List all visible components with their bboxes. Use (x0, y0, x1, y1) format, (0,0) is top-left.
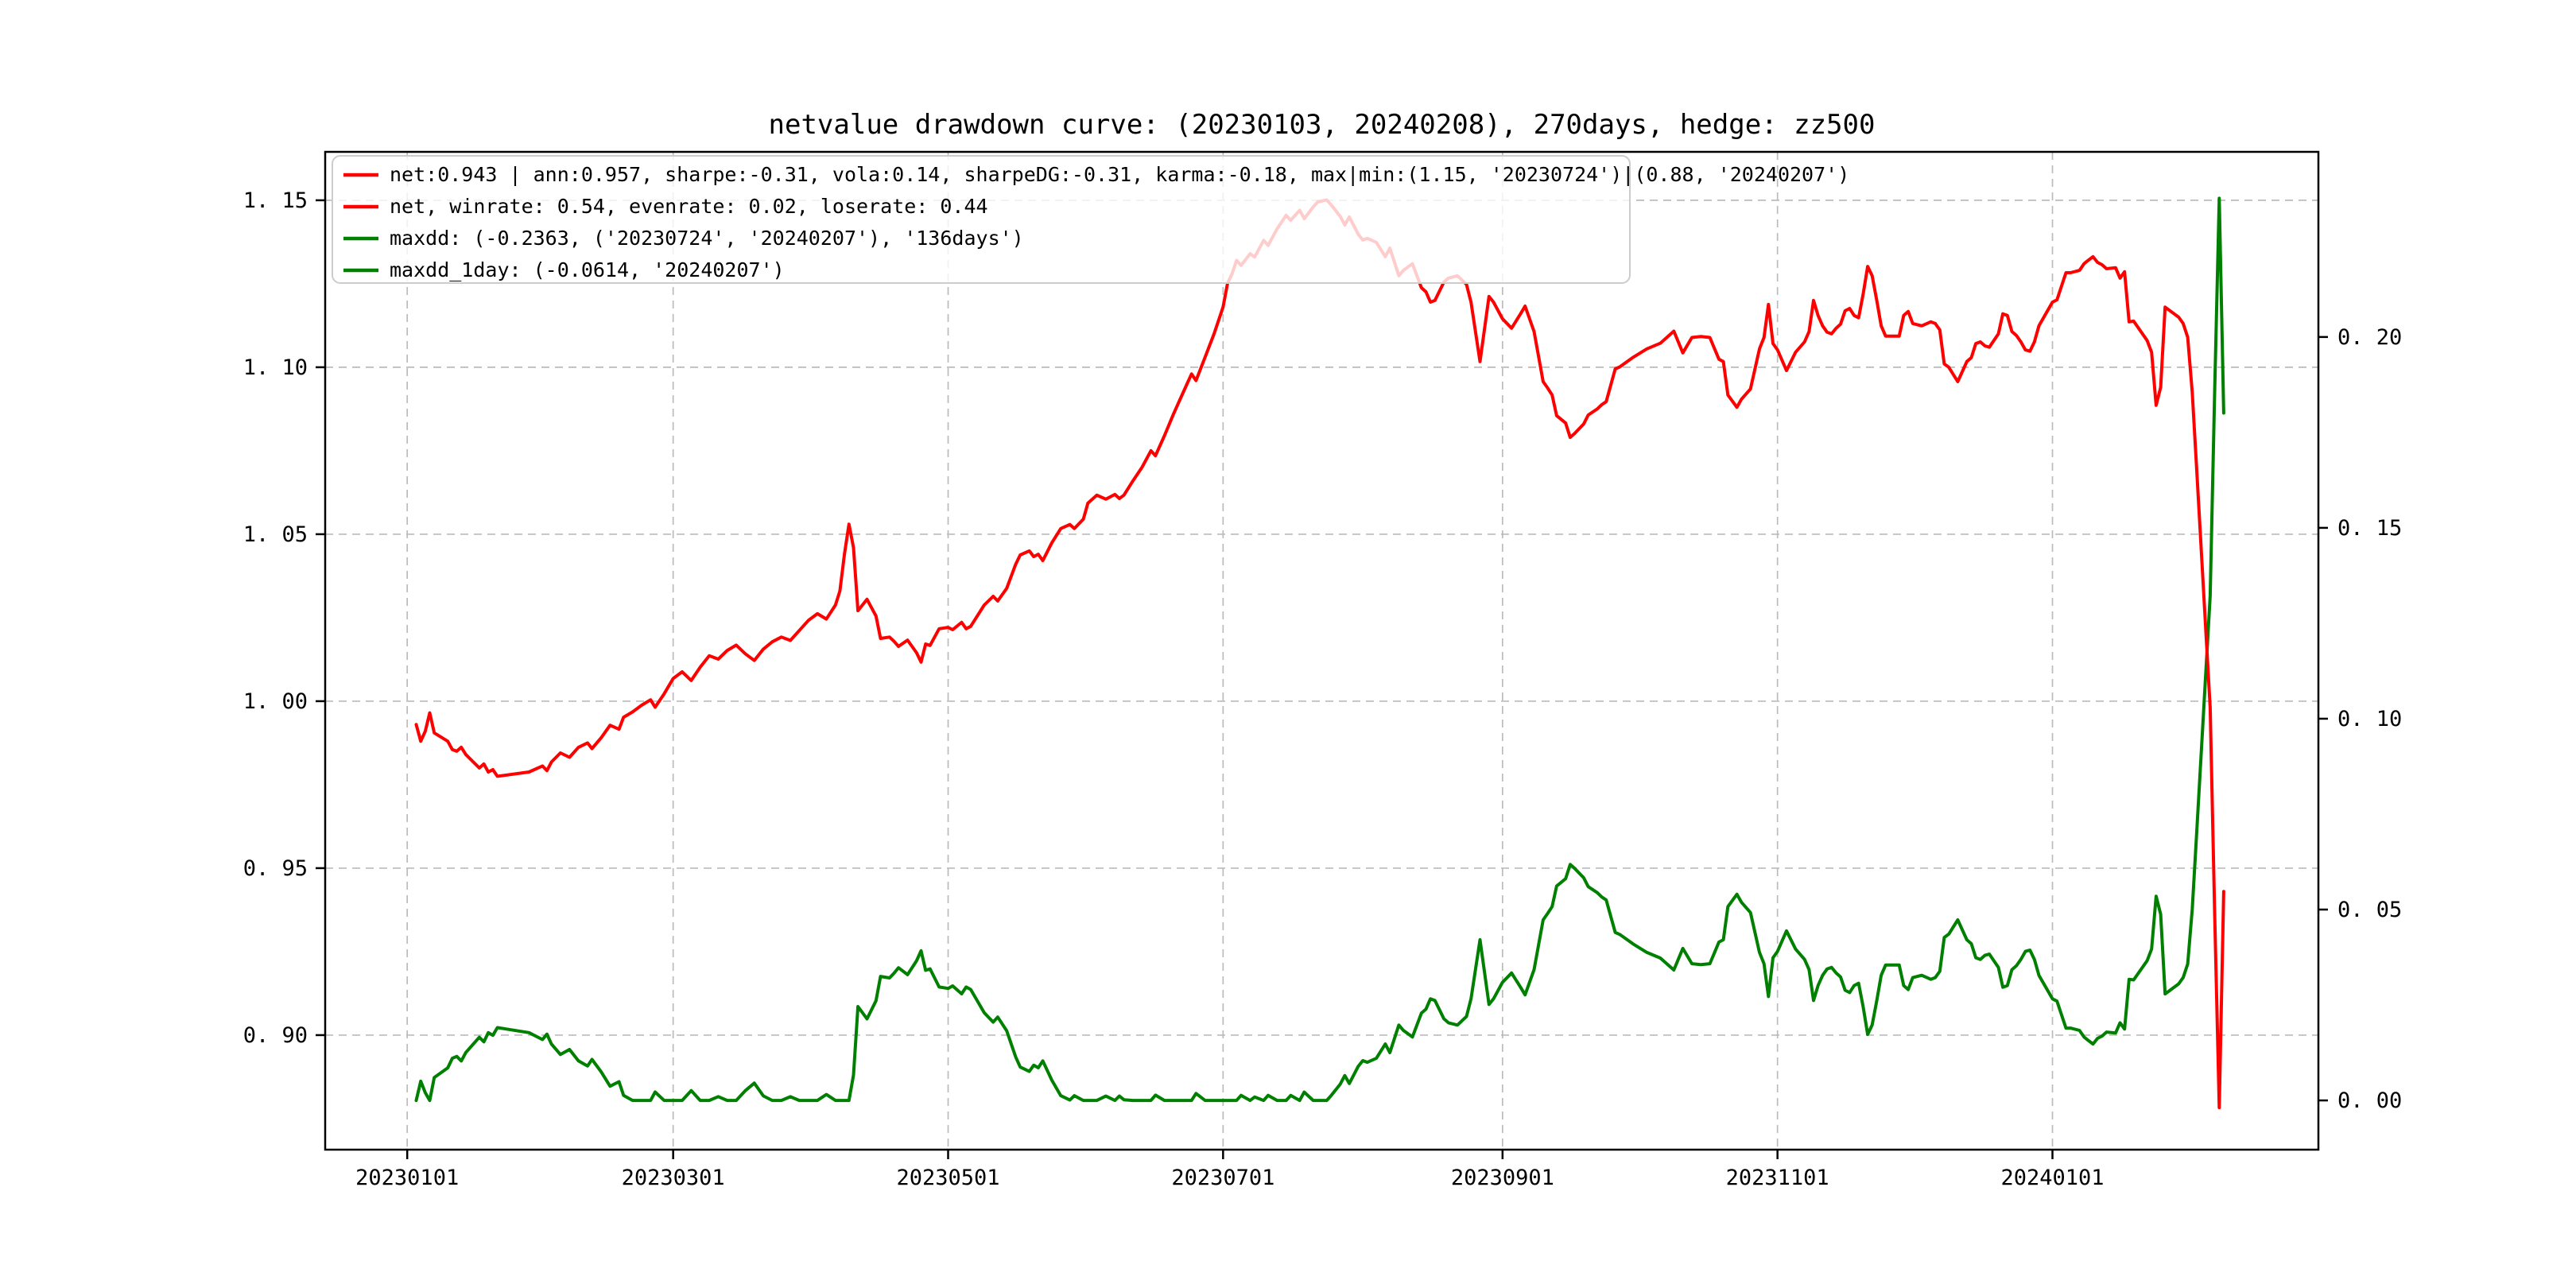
left-tick-label: 0. 90 (243, 1023, 308, 1048)
legend-box (332, 155, 1631, 284)
left-tick-label: 1. 10 (243, 355, 308, 380)
x-tick-label: 20230901 (1451, 1166, 1554, 1190)
right-tick-label: 0. 15 (2337, 516, 2402, 541)
x-tick-label: 20230501 (896, 1166, 999, 1190)
left-tick-label: 1. 00 (243, 689, 308, 714)
legend-item-label: net, winrate: 0.54, evenrate: 0.02, lose… (390, 195, 988, 218)
right-tick-label: 0. 05 (2337, 898, 2402, 922)
x-tick-label: 20240101 (2000, 1166, 2104, 1190)
left-tick-label: 0. 95 (243, 856, 308, 881)
chart-title: netvalue drawdown curve: (20230103, 2024… (769, 109, 1876, 141)
legend-item-label: maxdd: (-0.2363, ('20230724', '20240207'… (390, 227, 1024, 250)
drawdown-line (414, 196, 2225, 1103)
x-tick-label: 20231101 (1726, 1166, 1829, 1190)
right-tick-label: 0. 20 (2337, 325, 2402, 350)
x-tick-label: 20230701 (1171, 1166, 1274, 1190)
right-tick-label: 0. 10 (2337, 707, 2402, 731)
legend-item-label: net:0.943 | ann:0.957, sharpe:-0.31, vol… (390, 163, 1849, 186)
left-tick-label: 1. 15 (243, 188, 308, 213)
x-tick-label: 20230301 (622, 1166, 725, 1190)
x-tick-label: 20230101 (355, 1166, 459, 1190)
right-tick-label: 0. 00 (2337, 1088, 2402, 1113)
left-tick-label: 1. 05 (243, 522, 308, 547)
legend-item-label: maxdd_1day: (-0.0614, '20240207') (390, 258, 785, 281)
plot-border (324, 150, 2320, 1151)
